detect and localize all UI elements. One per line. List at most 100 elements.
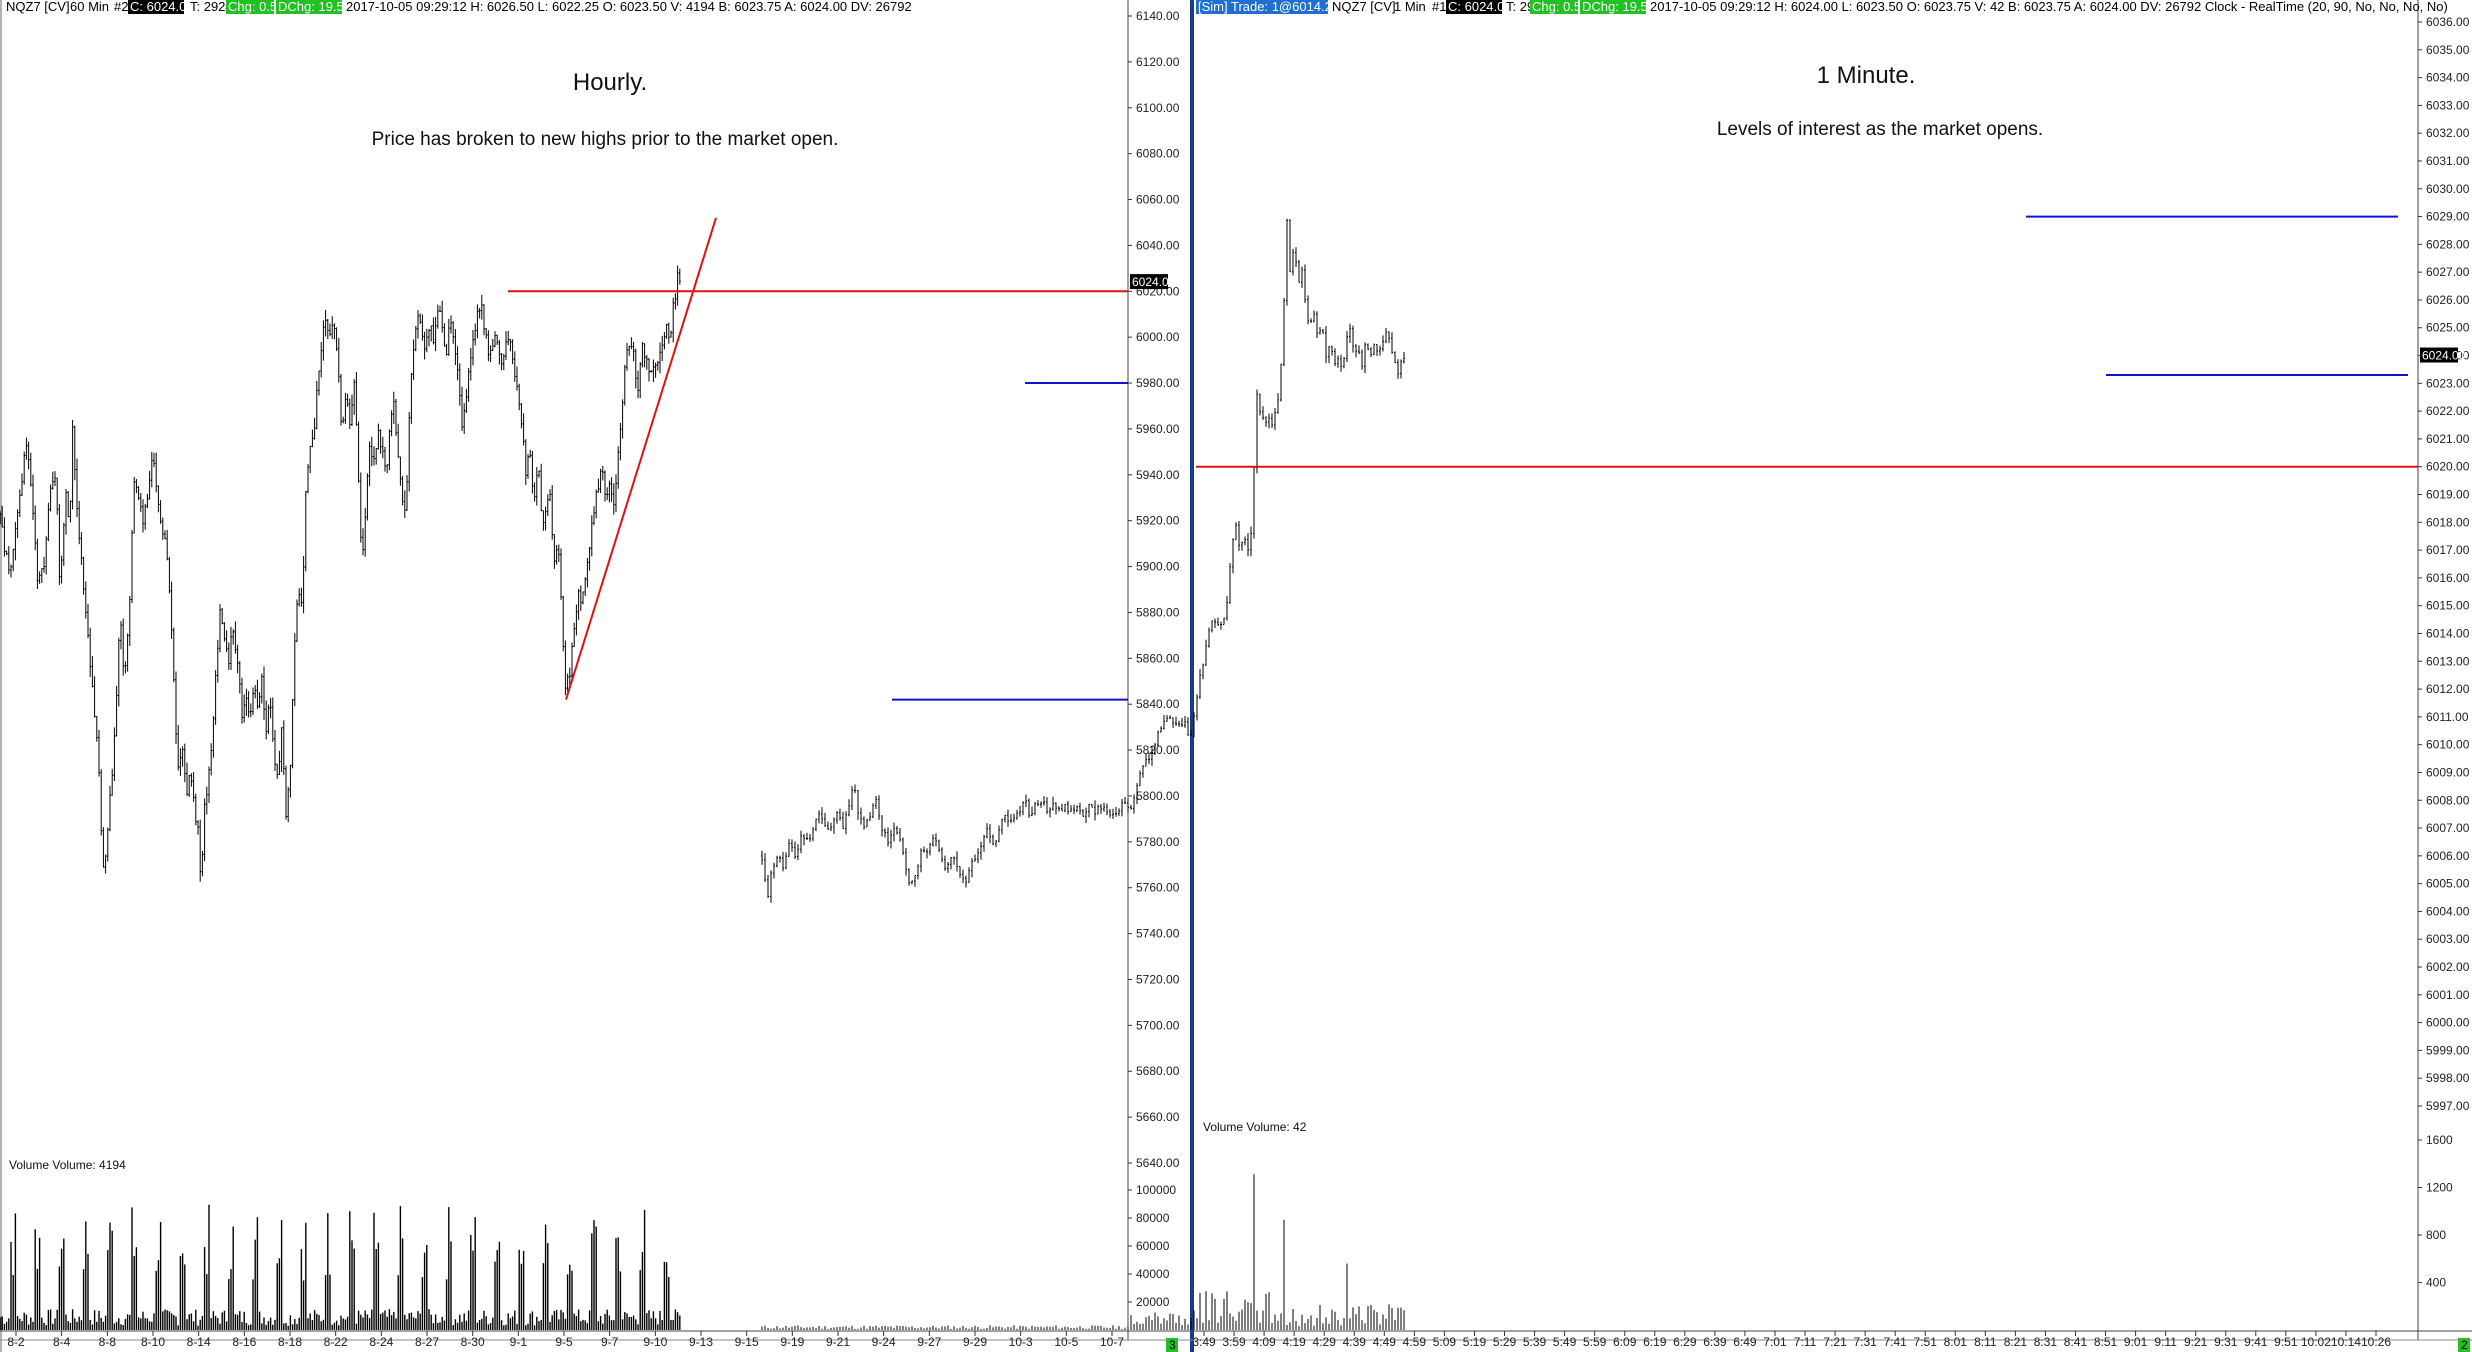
left-drawn-lines[interactable] — [508, 217, 1128, 701]
left-price-tick: 5760.00 — [1136, 881, 1180, 895]
left-volume-tick: 20000 — [1136, 1295, 1170, 1309]
left-price-tick: 6080.00 — [1136, 147, 1180, 161]
right-time-tick: 8:11 — [1974, 1335, 1997, 1349]
right-price-tick: 6030.00 — [2426, 182, 2470, 196]
left-time-tick: 8-8 — [99, 1335, 117, 1349]
pane-divider[interactable] — [1190, 0, 1194, 1352]
right-price-tick: 6022.00 — [2426, 404, 2470, 418]
left-price-tick: 5640.00 — [1136, 1156, 1180, 1170]
right-price-tick: 6008.00 — [2426, 793, 2470, 807]
right-time-tick: 7:11 — [1794, 1335, 1817, 1349]
left-chg-badge: Chg: 0.50 — [228, 0, 284, 14]
left-price-tick: 5940.00 — [1136, 468, 1180, 482]
right-time-tick: 6:09 — [1613, 1335, 1637, 1349]
left-volume-tick: 60000 — [1136, 1239, 1170, 1253]
left-price-tick: 5880.00 — [1136, 605, 1180, 619]
right-time-tick: 8:41 — [2064, 1335, 2088, 1349]
right-time-tick: 7:21 — [1823, 1335, 1847, 1349]
right-time-tick: 3:59 — [1222, 1335, 1246, 1349]
left-price-tick: 5680.00 — [1136, 1064, 1180, 1078]
right-price-tick: 6015.00 — [2426, 599, 2470, 613]
right-price-tick: 6002.00 — [2426, 960, 2470, 974]
right-annotation-subtitle: Levels of interest as the market opens. — [1717, 119, 2043, 140]
right-time-axis[interactable]: 3:49 3:59 4:09 4:19 4:29 4:39 4:49 4:59 5:09 5:19… — [1192, 1331, 2391, 1349]
left-time-tick: 8-24 — [369, 1335, 393, 1349]
right-volume-axis[interactable]: 1600 1200 800 400 — [2418, 1133, 2453, 1290]
right-price-tick: 5997.00 — [2426, 1099, 2470, 1113]
right-c-badge: C: 6024.00 — [1448, 0, 1512, 14]
right-header: [Sim] Trade: 1@6014.25 NQZ7 [CV] 1 Min #… — [1196, 0, 2448, 14]
left-dchg-badge: DChg: 19.5 — [278, 0, 344, 14]
right-time-tick: 7:41 — [1883, 1335, 1907, 1349]
left-price-axis[interactable]: 6140.00 6120.00 6100.00 6080.00 6060.00 6040.… — [1128, 9, 1180, 1170]
left-volume-label: Volume Volume: 4194 — [9, 1158, 126, 1172]
left-time-tick: 9-7 — [601, 1335, 619, 1349]
left-price-tick: 6060.00 — [1136, 193, 1180, 207]
left-last-price-badge: 6024.00 — [1130, 274, 1176, 290]
right-dchg-badge: DChg: 19.5 — [1582, 0, 1648, 14]
left-annotation-title: Hourly. — [573, 69, 647, 96]
left-time-tick: 10-3 — [1009, 1335, 1033, 1349]
left-time-tick: 8-14 — [187, 1335, 211, 1349]
right-price-tick: 6034.00 — [2426, 71, 2470, 85]
left-time-tick: 8-16 — [232, 1335, 256, 1349]
svg-text:NQZ7 [CV]: NQZ7 [CV] — [6, 0, 70, 14]
right-volume-tick: 800 — [2426, 1228, 2446, 1242]
right-time-tick: 9:01 — [2124, 1335, 2148, 1349]
right-price-tick: 6033.00 — [2426, 98, 2470, 112]
left-time-axis[interactable]: 8-2 8-4 8-8 8-10 8-14 8-16 8-18 8-22 8-24 8-27 8-3… — [7, 1331, 1124, 1349]
right-price-tick: 6026.00 — [2426, 293, 2470, 307]
right-time-tick: 4:29 — [1313, 1335, 1337, 1349]
right-time-tick: 9:21 — [2184, 1335, 2208, 1349]
left-volume-axis[interactable]: 100000 80000 60000 40000 20000 — [1128, 1183, 1176, 1309]
right-drawn-lines[interactable] — [1196, 215, 2418, 468]
right-last-price-text: 6024.00 — [2422, 349, 2466, 363]
right-time-tick: 4:49 — [1373, 1335, 1397, 1349]
left-red-trend-line — [565, 217, 717, 700]
right-price-tick: 6025.00 — [2426, 321, 2470, 335]
right-price-tick: 6014.00 — [2426, 626, 2470, 640]
left-time-tick: 8-4 — [53, 1335, 71, 1349]
left-price-tick: 6040.00 — [1136, 238, 1180, 252]
left-price-tick: 5660.00 — [1136, 1110, 1180, 1124]
right-chg-badge: Chg: 0.50 — [1532, 0, 1588, 14]
right-volume-tick: 400 — [2426, 1276, 2446, 1290]
left-price-tick: 5960.00 — [1136, 422, 1180, 436]
right-price-tick: 6009.00 — [2426, 765, 2470, 779]
left-header: NQZ7 [CV] 60 Min #2 C: 6024.00 T: 2924 C… — [6, 0, 912, 14]
right-price-tick: 6023.00 — [2426, 376, 2470, 390]
right-time-tick: 4:19 — [1282, 1335, 1306, 1349]
right-time-tick: 5:59 — [1583, 1335, 1607, 1349]
right-time-tick: 4:59 — [1403, 1335, 1427, 1349]
right-price-tick: 6016.00 — [2426, 571, 2470, 585]
left-t-text: T: 2924 — [190, 0, 233, 14]
right-time-tick: 6:29 — [1673, 1335, 1697, 1349]
right-price-axis[interactable]: 6036.00 6035.00 6034.00 6033.00 6032.00 6031.… — [2418, 15, 2470, 1113]
left-header-rest: 2017-10-05 09:29:12 H: 6026.50 L: 6022.2… — [346, 0, 912, 14]
left-time-tick: 8-10 — [141, 1335, 165, 1349]
right-price-tick: 6012.00 — [2426, 682, 2470, 696]
right-price-tick: 6028.00 — [2426, 237, 2470, 251]
left-num: #2 — [114, 0, 128, 14]
right-time-tick: 5:39 — [1523, 1335, 1547, 1349]
right-interval: 1 Min — [1394, 0, 1426, 14]
right-price-tick: 6010.00 — [2426, 738, 2470, 752]
left-price-tick: 5700.00 — [1136, 1018, 1180, 1032]
right-symbol: NQZ7 [CV] — [1332, 0, 1396, 14]
left-price-tick: 5740.00 — [1136, 927, 1180, 941]
left-price-bars — [0, 265, 681, 882]
right-time-tick: 6:19 — [1643, 1335, 1667, 1349]
right-price-tick: 6011.00 — [2426, 710, 2469, 724]
right-price-tick: 6031.00 — [2426, 154, 2470, 168]
right-price-tick: 6029.00 — [2426, 210, 2470, 224]
right-time-tick: 6:39 — [1703, 1335, 1727, 1349]
right-price-tick: 6005.00 — [2426, 877, 2470, 891]
right-t-text: T: 29 — [1506, 0, 1534, 14]
left-time-tick: 9-19 — [780, 1335, 804, 1349]
right-time-tick: 3:49 — [1192, 1335, 1216, 1349]
right-time-tick: 7:31 — [1853, 1335, 1877, 1349]
right-price-tick: 6036.00 — [2426, 15, 2470, 29]
left-corner-badge: 3 — [1169, 1338, 1176, 1352]
right-volume-tick: 1200 — [2426, 1181, 2453, 1195]
right-time-tick: 7:01 — [1763, 1335, 1787, 1349]
